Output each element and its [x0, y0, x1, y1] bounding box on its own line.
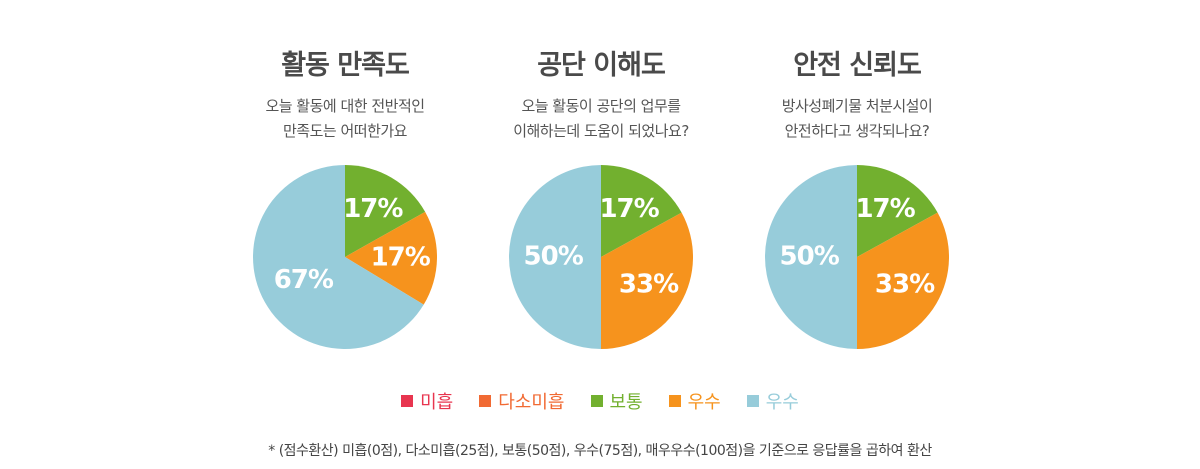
- legend-swatch: [668, 395, 681, 407]
- pie-slice-1: [345, 211, 437, 305]
- pie-slice-label: 17%: [855, 194, 915, 224]
- pie-slice-2: [765, 165, 857, 349]
- pie-slice-1: [857, 212, 949, 349]
- chart-question-line: 오늘 활동이 공단의 업무를: [521, 97, 681, 115]
- pie-chart-safety: 17% 33% 50%: [765, 165, 949, 349]
- pie-slice-label: 50%: [524, 242, 584, 272]
- legend-swatch: [590, 395, 603, 407]
- chart-question: 방사성폐기물 처분시설이 안전하다고 생각되나요?: [707, 94, 1007, 146]
- legend-swatch: [479, 395, 492, 407]
- pie-slice-label: 17%: [599, 194, 659, 224]
- legend-swatch: [746, 395, 759, 407]
- chart-panel-safety: 안전 신뢰도 방사성폐기물 처분시설이 안전하다고 생각되나요? 17% 33% 5…: [707, 40, 1007, 352]
- legend-label: 미흡: [420, 392, 454, 413]
- chart-question-line: 방사성폐기물 처분시설이: [781, 97, 933, 115]
- chart-question-line: 안전하다고 생각되나요?: [784, 122, 930, 140]
- legend-label: 우수: [687, 392, 721, 413]
- legend-label: 보통: [609, 392, 643, 413]
- chart-question-line: 만족도는 어떠한가요: [283, 122, 407, 140]
- pie-slice-0: [601, 165, 682, 257]
- legend-item-good: 우수: [668, 388, 721, 414]
- chart-question-line: 이해하는데 도움이 되었나요?: [513, 122, 689, 140]
- pie-slice-1: [601, 212, 693, 349]
- chart-question: 오늘 활동에 대한 전반적인 만족도는 어떠한가요: [195, 94, 495, 146]
- legend-item-bad: 미흡: [401, 388, 453, 414]
- chart-question-line: 오늘 활동에 대한 전반적인: [265, 97, 425, 115]
- legend-swatch: [401, 395, 414, 407]
- legend-item-excellent: 우수: [746, 388, 799, 414]
- chart-legend: 미흡 다소미흡 보통 우수 우수: [0, 388, 1200, 414]
- pie-slice-label: 67%: [274, 265, 334, 295]
- pie-slice-label: 50%: [780, 242, 840, 272]
- chart-panel-satisfaction: 활동 만족도 오늘 활동에 대한 전반적인 만족도는 어떠한가요 17% 17% 6…: [195, 40, 495, 352]
- legend-item-normal: 보통: [590, 388, 643, 414]
- legend-label: 우수: [765, 392, 799, 413]
- chart-panel-understanding: 공단 이해도 오늘 활동이 공단의 업무를 이해하는데 도움이 되었나요? 17…: [451, 40, 751, 352]
- pie-slice-label: 17%: [371, 242, 431, 272]
- legend-label: 다소미흡: [498, 392, 565, 413]
- pie-chart-satisfaction: 17% 17% 67%: [253, 165, 437, 349]
- chart-title: 활동 만족도: [281, 50, 410, 81]
- pie-slice-label: 33%: [619, 270, 679, 300]
- pie-slice-label: 33%: [875, 270, 935, 300]
- legend-item-fair: 다소미흡: [479, 388, 565, 414]
- chart-question: 오늘 활동이 공단의 업무를 이해하는데 도움이 되었나요?: [451, 94, 751, 146]
- pie-slice-2: [509, 165, 601, 349]
- pie-chart-understanding: 17% 33% 50%: [509, 165, 693, 349]
- pie-slice-2: [253, 165, 424, 349]
- pie-slice-0: [345, 165, 426, 257]
- pie-slice-label: 17%: [343, 194, 403, 224]
- pie-slice-0: [857, 165, 938, 257]
- footnote: * (점수환산) 미흡(0점), 다소미흡(25점), 보통(50점), 우수(…: [268, 443, 932, 459]
- chart-title: 안전 신뢰도: [793, 50, 922, 81]
- chart-title: 공단 이해도: [537, 50, 666, 81]
